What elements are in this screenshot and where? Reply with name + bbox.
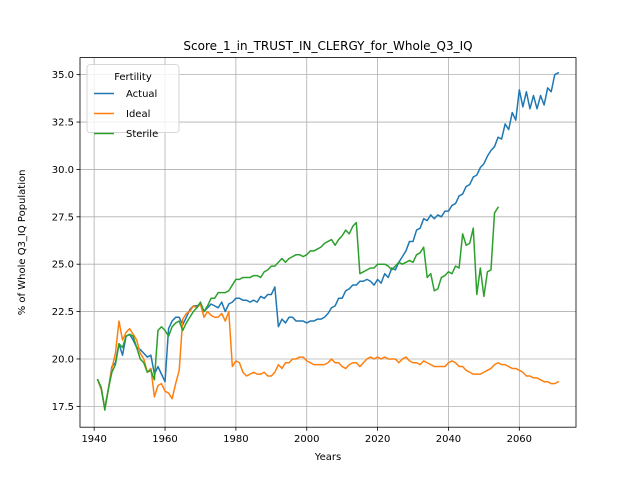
y-tick-label: 27.5 — [52, 212, 74, 223]
legend-label-actual: Actual — [126, 89, 157, 100]
legend-label-ideal: Ideal — [126, 109, 150, 120]
x-tick-label: 2000 — [294, 434, 319, 445]
y-tick-label: 35.0 — [52, 70, 74, 81]
y-tick-label: 20.0 — [52, 354, 74, 365]
x-tick-label: 2060 — [507, 434, 532, 445]
legend-label-sterile: Sterile — [126, 129, 158, 140]
x-tick-label: 1960 — [152, 434, 177, 445]
y-tick-label: 25.0 — [52, 260, 74, 271]
x-tick-label: 2020 — [365, 434, 390, 445]
y-tick-label: 22.5 — [52, 307, 74, 318]
x-axis-label: Years — [314, 452, 341, 463]
legend: Fertility Actual Ideal Sterile — [87, 65, 179, 140]
y-tick-label: 30.0 — [52, 165, 74, 176]
x-tick-label: 1980 — [223, 434, 248, 445]
legend-title: Fertility — [114, 72, 152, 83]
x-tick-label: 2040 — [436, 434, 461, 445]
chart-title: Score_1_in_TRUST_IN_CLERGY_for_Whole_Q3_… — [183, 39, 472, 53]
x-tick-label: 1940 — [81, 434, 106, 445]
y-tick-label: 17.5 — [52, 402, 74, 413]
y-tick-label: 32.5 — [52, 118, 74, 129]
y-axis-label: % of Whole Q3_IQ Population — [17, 170, 28, 316]
